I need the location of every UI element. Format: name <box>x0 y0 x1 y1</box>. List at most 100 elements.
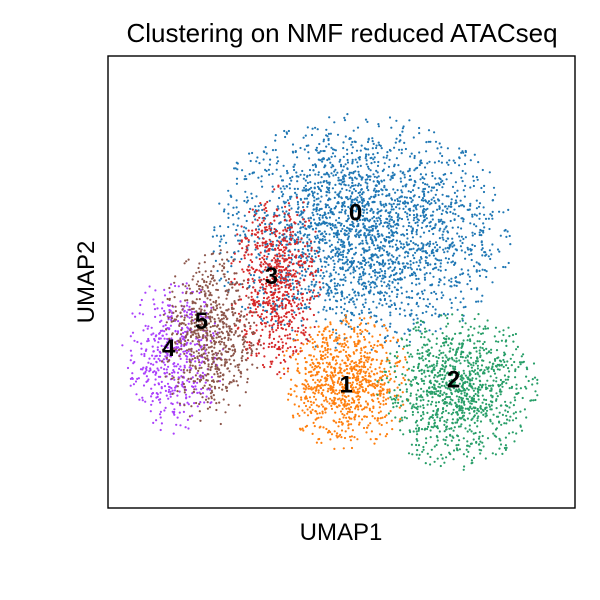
cluster-0-point <box>418 151 421 154</box>
cluster-0-point <box>433 131 436 134</box>
cluster-0-point <box>396 203 399 206</box>
cluster-2-point <box>444 386 447 389</box>
cluster-1-point <box>388 388 391 391</box>
cluster-0-point <box>397 214 400 217</box>
cluster-0-point <box>357 184 360 187</box>
cluster-0-point <box>294 191 297 194</box>
cluster-2-point <box>410 407 413 410</box>
cluster-2-point <box>462 453 465 456</box>
cluster-2-point <box>484 386 488 389</box>
cluster-2-point <box>471 461 474 464</box>
cluster-2-point <box>489 351 493 354</box>
cluster-0-point <box>353 303 356 306</box>
cluster-0-point <box>338 182 341 185</box>
cluster-1-point <box>339 363 342 366</box>
cluster-0-point <box>370 265 373 268</box>
cluster-1-point <box>348 410 351 414</box>
cluster-0-point <box>401 185 404 188</box>
cluster-0-point <box>414 251 417 254</box>
cluster-1-point <box>340 367 343 370</box>
cluster-0-point <box>447 205 450 208</box>
cluster-0-point <box>463 195 466 198</box>
cluster-2-point <box>423 428 426 431</box>
cluster-1-point <box>293 403 296 406</box>
cluster-0-point <box>382 156 385 159</box>
cluster-2-point <box>470 386 473 389</box>
cluster-1-point <box>317 405 321 408</box>
cluster-2-point <box>420 332 423 335</box>
cluster-0-point <box>440 212 443 216</box>
cluster-2-point <box>422 445 425 449</box>
cluster-0-point <box>297 256 300 259</box>
cluster-3-point <box>277 340 280 343</box>
cluster-0-point <box>373 286 376 289</box>
cluster-0-point <box>475 261 478 264</box>
cluster-0-point <box>400 233 403 236</box>
cluster-0-point <box>351 158 354 161</box>
cluster-2-point <box>461 376 464 379</box>
cluster-2-point <box>532 399 535 402</box>
cluster-3-point <box>270 341 273 344</box>
cluster-0-point <box>460 268 463 271</box>
cluster-0-point <box>431 174 434 178</box>
cluster-0-point <box>341 169 344 172</box>
cluster-0-point <box>368 175 371 178</box>
cluster-2-point <box>444 401 447 404</box>
cluster-2-point <box>502 333 505 337</box>
cluster-0-point <box>384 291 387 294</box>
cluster-0-point <box>258 162 261 165</box>
cluster-0-point <box>462 237 465 241</box>
cluster-0-point <box>227 203 230 206</box>
cluster-0-point <box>369 169 372 172</box>
cluster-1-point <box>322 405 325 408</box>
cluster-1-point <box>351 367 354 370</box>
cluster-2-point <box>498 420 501 423</box>
cluster-1-point <box>321 362 325 365</box>
cluster-2-point <box>444 354 447 357</box>
cluster-1-point <box>322 350 325 353</box>
cluster-0-point <box>307 144 310 147</box>
cluster-2-point <box>482 342 485 346</box>
cluster-2-point <box>420 372 423 375</box>
cluster-0-point <box>249 307 252 310</box>
cluster-0-point <box>276 156 279 159</box>
cluster-2-point <box>444 442 447 446</box>
cluster-2-point <box>460 374 463 377</box>
cluster-2-point <box>501 385 504 388</box>
cluster-2-point <box>504 409 507 412</box>
cluster-3-point <box>261 328 264 331</box>
cluster-0-point <box>464 154 467 157</box>
cluster-0-point <box>392 188 395 191</box>
cluster-1-point <box>349 355 352 358</box>
cluster-3-point <box>259 223 262 227</box>
cluster-2-point <box>433 422 436 425</box>
cluster-2-point <box>480 332 483 335</box>
cluster-0-point <box>392 202 395 205</box>
cluster-0-point <box>380 280 383 283</box>
cluster-1-point <box>341 394 344 397</box>
cluster-0-point <box>432 254 435 257</box>
cluster-2-point <box>470 366 473 369</box>
cluster-3-point <box>246 281 250 284</box>
cluster-0-point <box>257 225 260 228</box>
cluster-2-point <box>422 404 425 407</box>
cluster-1-point <box>318 380 321 383</box>
cluster-2-point <box>422 411 425 414</box>
cluster-2-point <box>475 346 478 349</box>
cluster-0-point <box>235 212 238 215</box>
cluster-0-point <box>472 184 475 188</box>
cluster-0-point <box>389 274 393 277</box>
cluster-0-point <box>367 138 370 141</box>
cluster-0-point <box>382 244 385 247</box>
cluster-0-point <box>351 140 354 144</box>
cluster-1-point <box>377 417 380 420</box>
cluster-0-point <box>303 306 306 310</box>
cluster-1-point <box>361 388 364 392</box>
cluster-3-point <box>265 262 268 265</box>
cluster-0-point <box>303 233 306 236</box>
cluster-2-point <box>495 365 498 368</box>
cluster-0-point <box>459 290 463 293</box>
cluster-0-point <box>342 141 345 144</box>
cluster-3-point <box>283 281 286 284</box>
cluster-1-point <box>366 352 369 355</box>
